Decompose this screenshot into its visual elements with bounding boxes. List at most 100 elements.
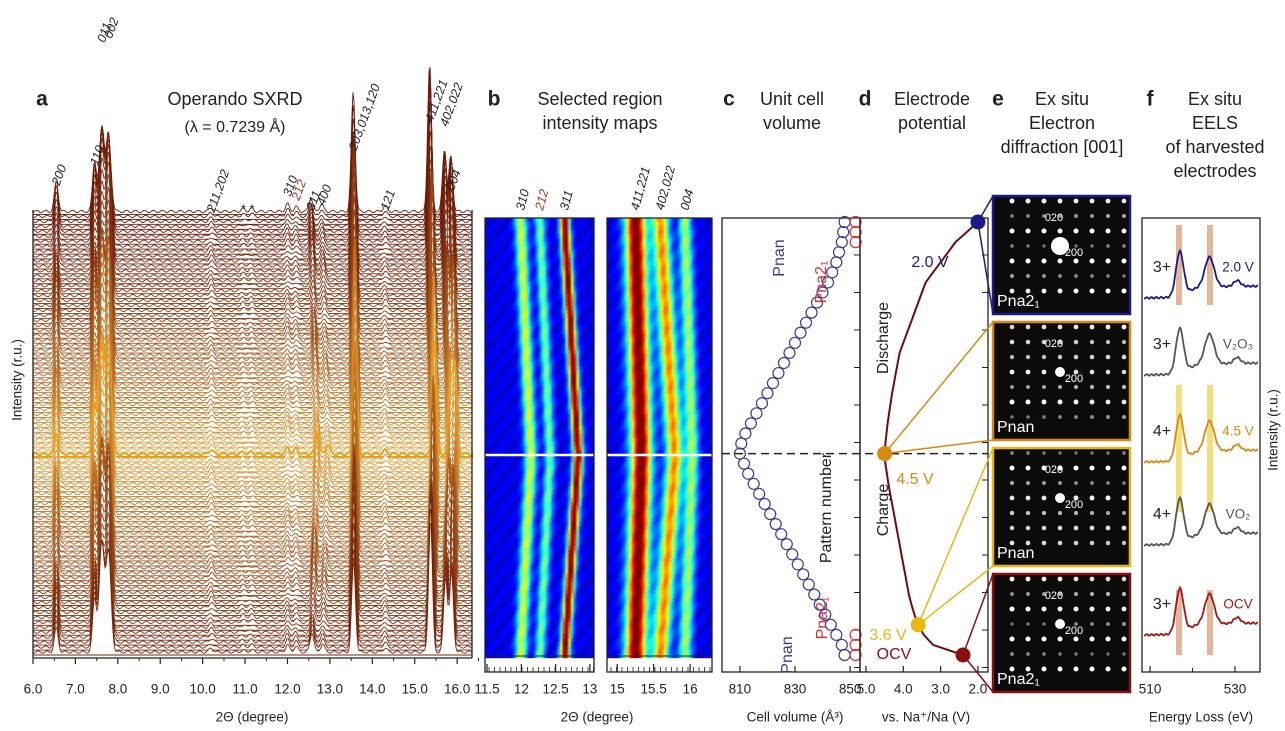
diffraction-spot bbox=[1057, 525, 1063, 531]
data-point bbox=[788, 336, 802, 349]
diffraction-spot bbox=[1010, 451, 1014, 455]
heatmap-row bbox=[607, 634, 712, 639]
data-point bbox=[832, 246, 846, 259]
heatmap-row bbox=[485, 398, 594, 403]
heatmap-row bbox=[485, 470, 594, 475]
panel-letter: a bbox=[36, 88, 48, 111]
diffraction-spot bbox=[1025, 369, 1031, 375]
diffraction-spot bbox=[1089, 540, 1095, 546]
heatmap-row bbox=[485, 646, 594, 651]
diffraction-spot bbox=[1041, 666, 1047, 672]
heatmap-row bbox=[607, 274, 712, 279]
marker bbox=[877, 446, 893, 462]
peak-label: 203,013,120 bbox=[346, 82, 383, 153]
heatmap-row bbox=[485, 530, 594, 535]
diffraction-spot bbox=[1105, 258, 1111, 264]
heatmap-row bbox=[607, 614, 712, 619]
heatmap-row bbox=[607, 306, 712, 311]
x-tick-label: 10.0 bbox=[190, 682, 216, 697]
heatmap-row bbox=[607, 590, 712, 595]
diffraction-spot bbox=[1042, 244, 1046, 248]
heatmap-row bbox=[607, 462, 712, 467]
peak-label: 200 bbox=[49, 163, 70, 188]
phase-label: Pna2₁ bbox=[997, 671, 1040, 688]
peak-label: 402,022 bbox=[653, 164, 678, 211]
heatmap-row bbox=[485, 314, 594, 319]
diffraction-spot bbox=[1041, 606, 1047, 612]
diffraction-spot bbox=[1057, 384, 1063, 390]
heatmap-row bbox=[607, 234, 712, 239]
diffraction-spot bbox=[1025, 198, 1031, 204]
eels-spectrum bbox=[1143, 495, 1259, 547]
heatmap-row bbox=[485, 590, 594, 595]
waterfall-trace bbox=[32, 365, 473, 512]
heatmap-row bbox=[485, 418, 594, 423]
data-point bbox=[780, 538, 793, 551]
panel-letter: d bbox=[859, 88, 872, 111]
panel-title: potential bbox=[898, 113, 966, 133]
heatmap-row bbox=[485, 478, 594, 483]
data-point bbox=[755, 397, 769, 410]
diffraction-spot bbox=[1105, 576, 1111, 582]
diffraction-spot bbox=[1106, 652, 1110, 656]
diffraction-spot bbox=[1057, 399, 1063, 405]
peak-label: 004 bbox=[678, 188, 697, 212]
phase-label: Pnan bbox=[771, 239, 788, 276]
diffraction-spot bbox=[1041, 636, 1047, 642]
waterfall-trace bbox=[32, 261, 473, 408]
heatmap-row bbox=[607, 598, 712, 603]
heatmap-row bbox=[485, 286, 594, 291]
heatmap-row bbox=[607, 606, 712, 611]
waterfall-trace bbox=[32, 344, 473, 498]
diffraction-spot bbox=[1106, 244, 1110, 248]
panel-title: Selected region bbox=[537, 89, 662, 109]
diffraction-spot bbox=[1041, 465, 1047, 471]
heatmap-row bbox=[485, 634, 594, 639]
x-tick-label: 830 bbox=[784, 682, 807, 697]
diffraction-spot bbox=[1009, 576, 1015, 582]
heatmap-row bbox=[607, 366, 712, 371]
phase-label: Pna2₁ bbox=[814, 597, 831, 640]
heatmap-row bbox=[607, 442, 712, 447]
data-point bbox=[783, 346, 796, 360]
data-point bbox=[821, 276, 835, 289]
diffraction-spot bbox=[1121, 228, 1127, 234]
diffraction-spot bbox=[1041, 228, 1047, 234]
diffraction-spot bbox=[1025, 288, 1031, 294]
heatmap-row bbox=[485, 414, 594, 419]
diffraction-spot bbox=[1090, 415, 1094, 419]
x-axis-label: Cell volume (Å³) bbox=[747, 710, 844, 725]
diffraction-spot bbox=[1073, 606, 1079, 612]
diffraction-spot bbox=[1121, 324, 1127, 330]
x-tick-label: 850 bbox=[839, 682, 862, 697]
heatmap-row bbox=[607, 438, 712, 443]
data-point bbox=[849, 638, 862, 652]
diffraction-spot bbox=[1121, 591, 1127, 597]
diffraction-spot bbox=[1074, 415, 1078, 419]
diffraction-spot bbox=[1073, 495, 1079, 501]
data-point bbox=[837, 225, 850, 239]
heatmap-row bbox=[607, 230, 712, 235]
diffraction-spot bbox=[1009, 354, 1015, 360]
phase-label: Pnan bbox=[997, 419, 1034, 436]
diffraction-spot bbox=[1089, 384, 1095, 390]
diffraction-spot bbox=[1041, 525, 1047, 531]
heatmap-row bbox=[485, 594, 594, 599]
x-tick-label: 14.0 bbox=[359, 682, 385, 697]
heatmap-row bbox=[485, 402, 594, 407]
diffraction-spot bbox=[1051, 237, 1069, 255]
waterfall-trace bbox=[32, 348, 473, 502]
heatmap-row bbox=[485, 218, 594, 223]
heatmap-row bbox=[607, 382, 712, 387]
heatmap-row bbox=[485, 466, 594, 471]
diffraction-spot bbox=[1089, 258, 1095, 264]
heatmap-row bbox=[607, 494, 712, 499]
peak-label: 121 bbox=[378, 188, 398, 212]
diffraction-spot bbox=[1057, 339, 1063, 345]
spectrum-label: V₂O₃ bbox=[1223, 337, 1253, 352]
heatmap-row bbox=[607, 350, 712, 355]
data-point bbox=[744, 417, 758, 430]
peak-label: 400 bbox=[314, 183, 334, 207]
heatmap-row bbox=[485, 234, 594, 239]
waterfall-trace bbox=[32, 344, 473, 483]
